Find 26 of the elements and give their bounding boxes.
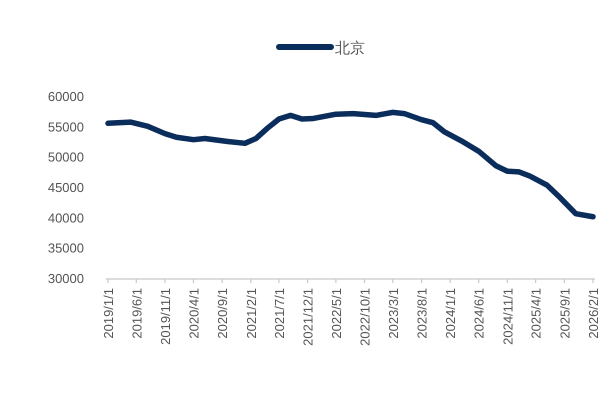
y-tick-label: 40000: [48, 210, 84, 226]
y-tick-label: 30000: [48, 271, 84, 286]
x-tick-label: 2023/3/1: [386, 288, 401, 339]
x-tick-label: 2025/4/1: [528, 288, 544, 339]
y-tick-label: 45000: [48, 180, 84, 195]
x-tick-label: 2019/11/1: [158, 288, 173, 345]
legend-label: 北京: [335, 40, 365, 57]
y-tick-label: 50000: [48, 150, 84, 165]
x-tick-label: 2021/2/1: [244, 288, 259, 339]
x-tick-label: 2024/6/1: [472, 288, 487, 339]
x-tick-label: 2021/12/1: [300, 288, 316, 346]
y-tick-label: 55000: [48, 119, 84, 134]
x-tick-label: 2020/4/1: [186, 288, 202, 339]
x-tick-label: 2019/1/1: [101, 288, 116, 339]
x-tick-label: 2021/7/1: [272, 288, 287, 339]
x-tick-label: 2024/1/1: [443, 288, 458, 339]
x-tick-label: 2023/8/1: [414, 288, 430, 339]
x-tick-label: 2019/6/1: [129, 288, 144, 339]
y-tick-label: 60000: [48, 89, 84, 104]
y-tick-label: 35000: [48, 240, 84, 256]
x-tick-label: 2024/11/1: [500, 288, 516, 345]
x-tick-label: 2020/9/1: [215, 288, 230, 339]
x-tick-label: 2022/10/1: [358, 288, 373, 346]
x-tick-label: 2022/5/1: [328, 288, 344, 339]
x-tick-label: 2025/9/1: [557, 288, 572, 339]
x-tick-label: 2026/2/1: [586, 288, 601, 339]
